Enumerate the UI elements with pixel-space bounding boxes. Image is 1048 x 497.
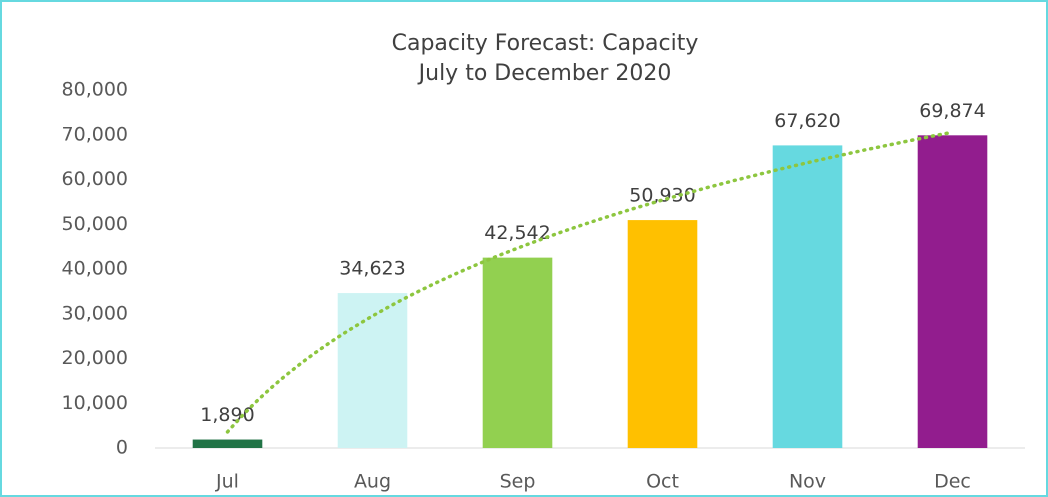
y-tick-label: 20,000 <box>62 347 128 369</box>
x-tick-label: Jul <box>215 471 239 493</box>
value-label: 34,623 <box>339 258 405 280</box>
x-tick-label: Aug <box>354 471 391 493</box>
x-tick-label: Dec <box>934 471 971 493</box>
x-tick-label: Oct <box>646 471 679 493</box>
y-tick-label: 80,000 <box>62 79 128 101</box>
bar <box>337 293 408 448</box>
y-tick-label: 10,000 <box>62 392 128 414</box>
x-tick-label: Nov <box>789 471 826 493</box>
bar <box>192 439 263 448</box>
value-label: 1,890 <box>200 404 254 426</box>
y-tick-label: 60,000 <box>62 168 128 190</box>
bar <box>917 135 988 448</box>
x-tick-label: Sep <box>500 471 536 493</box>
bar <box>772 145 843 448</box>
y-tick-label: 40,000 <box>62 258 128 280</box>
y-tick-label: 70,000 <box>62 123 128 145</box>
bar <box>482 257 553 448</box>
value-label: 50,930 <box>629 185 695 207</box>
y-tick-label: 0 <box>116 437 128 459</box>
value-label: 42,542 <box>484 222 550 244</box>
trendline <box>225 130 955 434</box>
y-tick-label: 50,000 <box>62 213 128 235</box>
value-label: 67,620 <box>774 110 840 132</box>
value-label: 69,874 <box>919 100 985 122</box>
chart-title: Capacity Forecast: Capacity <box>392 31 699 56</box>
y-tick-label: 30,000 <box>62 302 128 324</box>
chart-subtitle: July to December 2020 <box>417 61 672 86</box>
bar <box>627 220 698 448</box>
